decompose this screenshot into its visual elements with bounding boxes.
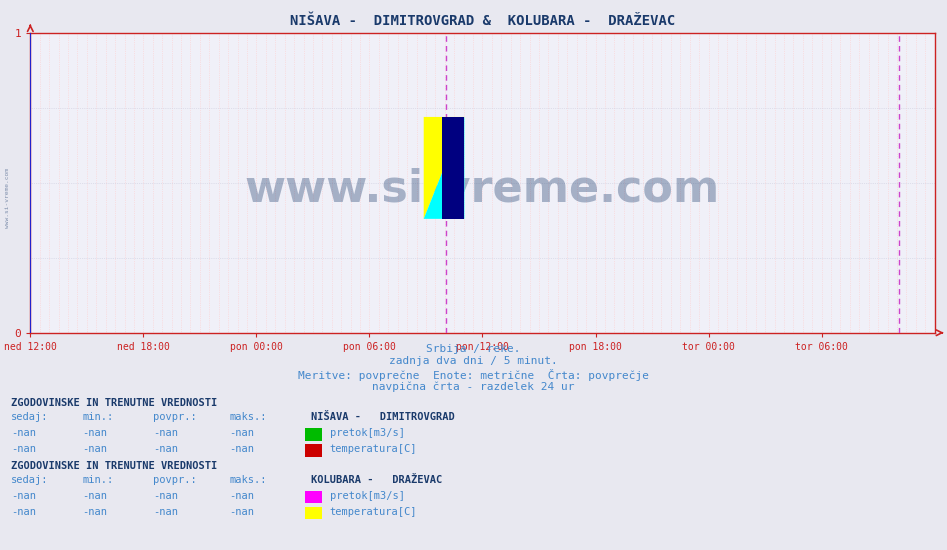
Text: -nan: -nan — [82, 491, 107, 501]
Text: -nan: -nan — [82, 428, 107, 438]
Text: min.:: min.: — [82, 412, 114, 422]
Title: NIŠAVA -  DIMITROVGRAD &  KOLUBARA -  DRAŽEVAC: NIŠAVA - DIMITROVGRAD & KOLUBARA - DRAŽE… — [290, 14, 675, 28]
Text: ZGODOVINSKE IN TRENUTNE VREDNOSTI: ZGODOVINSKE IN TRENUTNE VREDNOSTI — [11, 460, 218, 471]
Text: -nan: -nan — [229, 444, 254, 454]
Text: zadnja dva dni / 5 minut.: zadnja dva dni / 5 minut. — [389, 356, 558, 366]
Text: povpr.:: povpr.: — [153, 412, 197, 422]
Text: temperatura[C]: temperatura[C] — [330, 444, 417, 454]
Polygon shape — [423, 117, 464, 219]
Text: -nan: -nan — [11, 428, 36, 438]
Text: ZGODOVINSKE IN TRENUTNE VREDNOSTI: ZGODOVINSKE IN TRENUTNE VREDNOSTI — [11, 398, 218, 408]
Text: navpična črta - razdelek 24 ur: navpična črta - razdelek 24 ur — [372, 382, 575, 392]
Text: -nan: -nan — [11, 444, 36, 454]
Text: -nan: -nan — [82, 507, 107, 517]
Text: -nan: -nan — [82, 444, 107, 454]
Text: min.:: min.: — [82, 475, 114, 485]
Text: sedaj:: sedaj: — [11, 475, 49, 485]
Text: pretok[m3/s]: pretok[m3/s] — [330, 428, 404, 438]
Text: NIŠAVA -   DIMITROVGRAD: NIŠAVA - DIMITROVGRAD — [311, 412, 455, 422]
Polygon shape — [442, 117, 464, 219]
Text: sedaj:: sedaj: — [11, 412, 49, 422]
Text: -nan: -nan — [11, 507, 36, 517]
Text: maks.:: maks.: — [229, 412, 267, 422]
Text: www.si-vreme.com: www.si-vreme.com — [5, 168, 10, 228]
Text: -nan: -nan — [11, 491, 36, 501]
Text: -nan: -nan — [229, 507, 254, 517]
Text: KOLUBARA -   DRAŽEVAC: KOLUBARA - DRAŽEVAC — [311, 475, 442, 485]
Text: Srbija / reke.: Srbija / reke. — [426, 344, 521, 354]
Polygon shape — [423, 117, 464, 219]
Text: -nan: -nan — [153, 507, 178, 517]
Text: -nan: -nan — [153, 428, 178, 438]
Text: -nan: -nan — [229, 428, 254, 438]
Text: povpr.:: povpr.: — [153, 475, 197, 485]
Text: Meritve: povprečne  Enote: metrične  Črta: povprečje: Meritve: povprečne Enote: metrične Črta:… — [298, 369, 649, 381]
Text: maks.:: maks.: — [229, 475, 267, 485]
Text: -nan: -nan — [153, 491, 178, 501]
Text: -nan: -nan — [229, 491, 254, 501]
Text: www.si-vreme.com: www.si-vreme.com — [245, 167, 720, 210]
Text: pretok[m3/s]: pretok[m3/s] — [330, 491, 404, 501]
Text: temperatura[C]: temperatura[C] — [330, 507, 417, 517]
Text: -nan: -nan — [153, 444, 178, 454]
